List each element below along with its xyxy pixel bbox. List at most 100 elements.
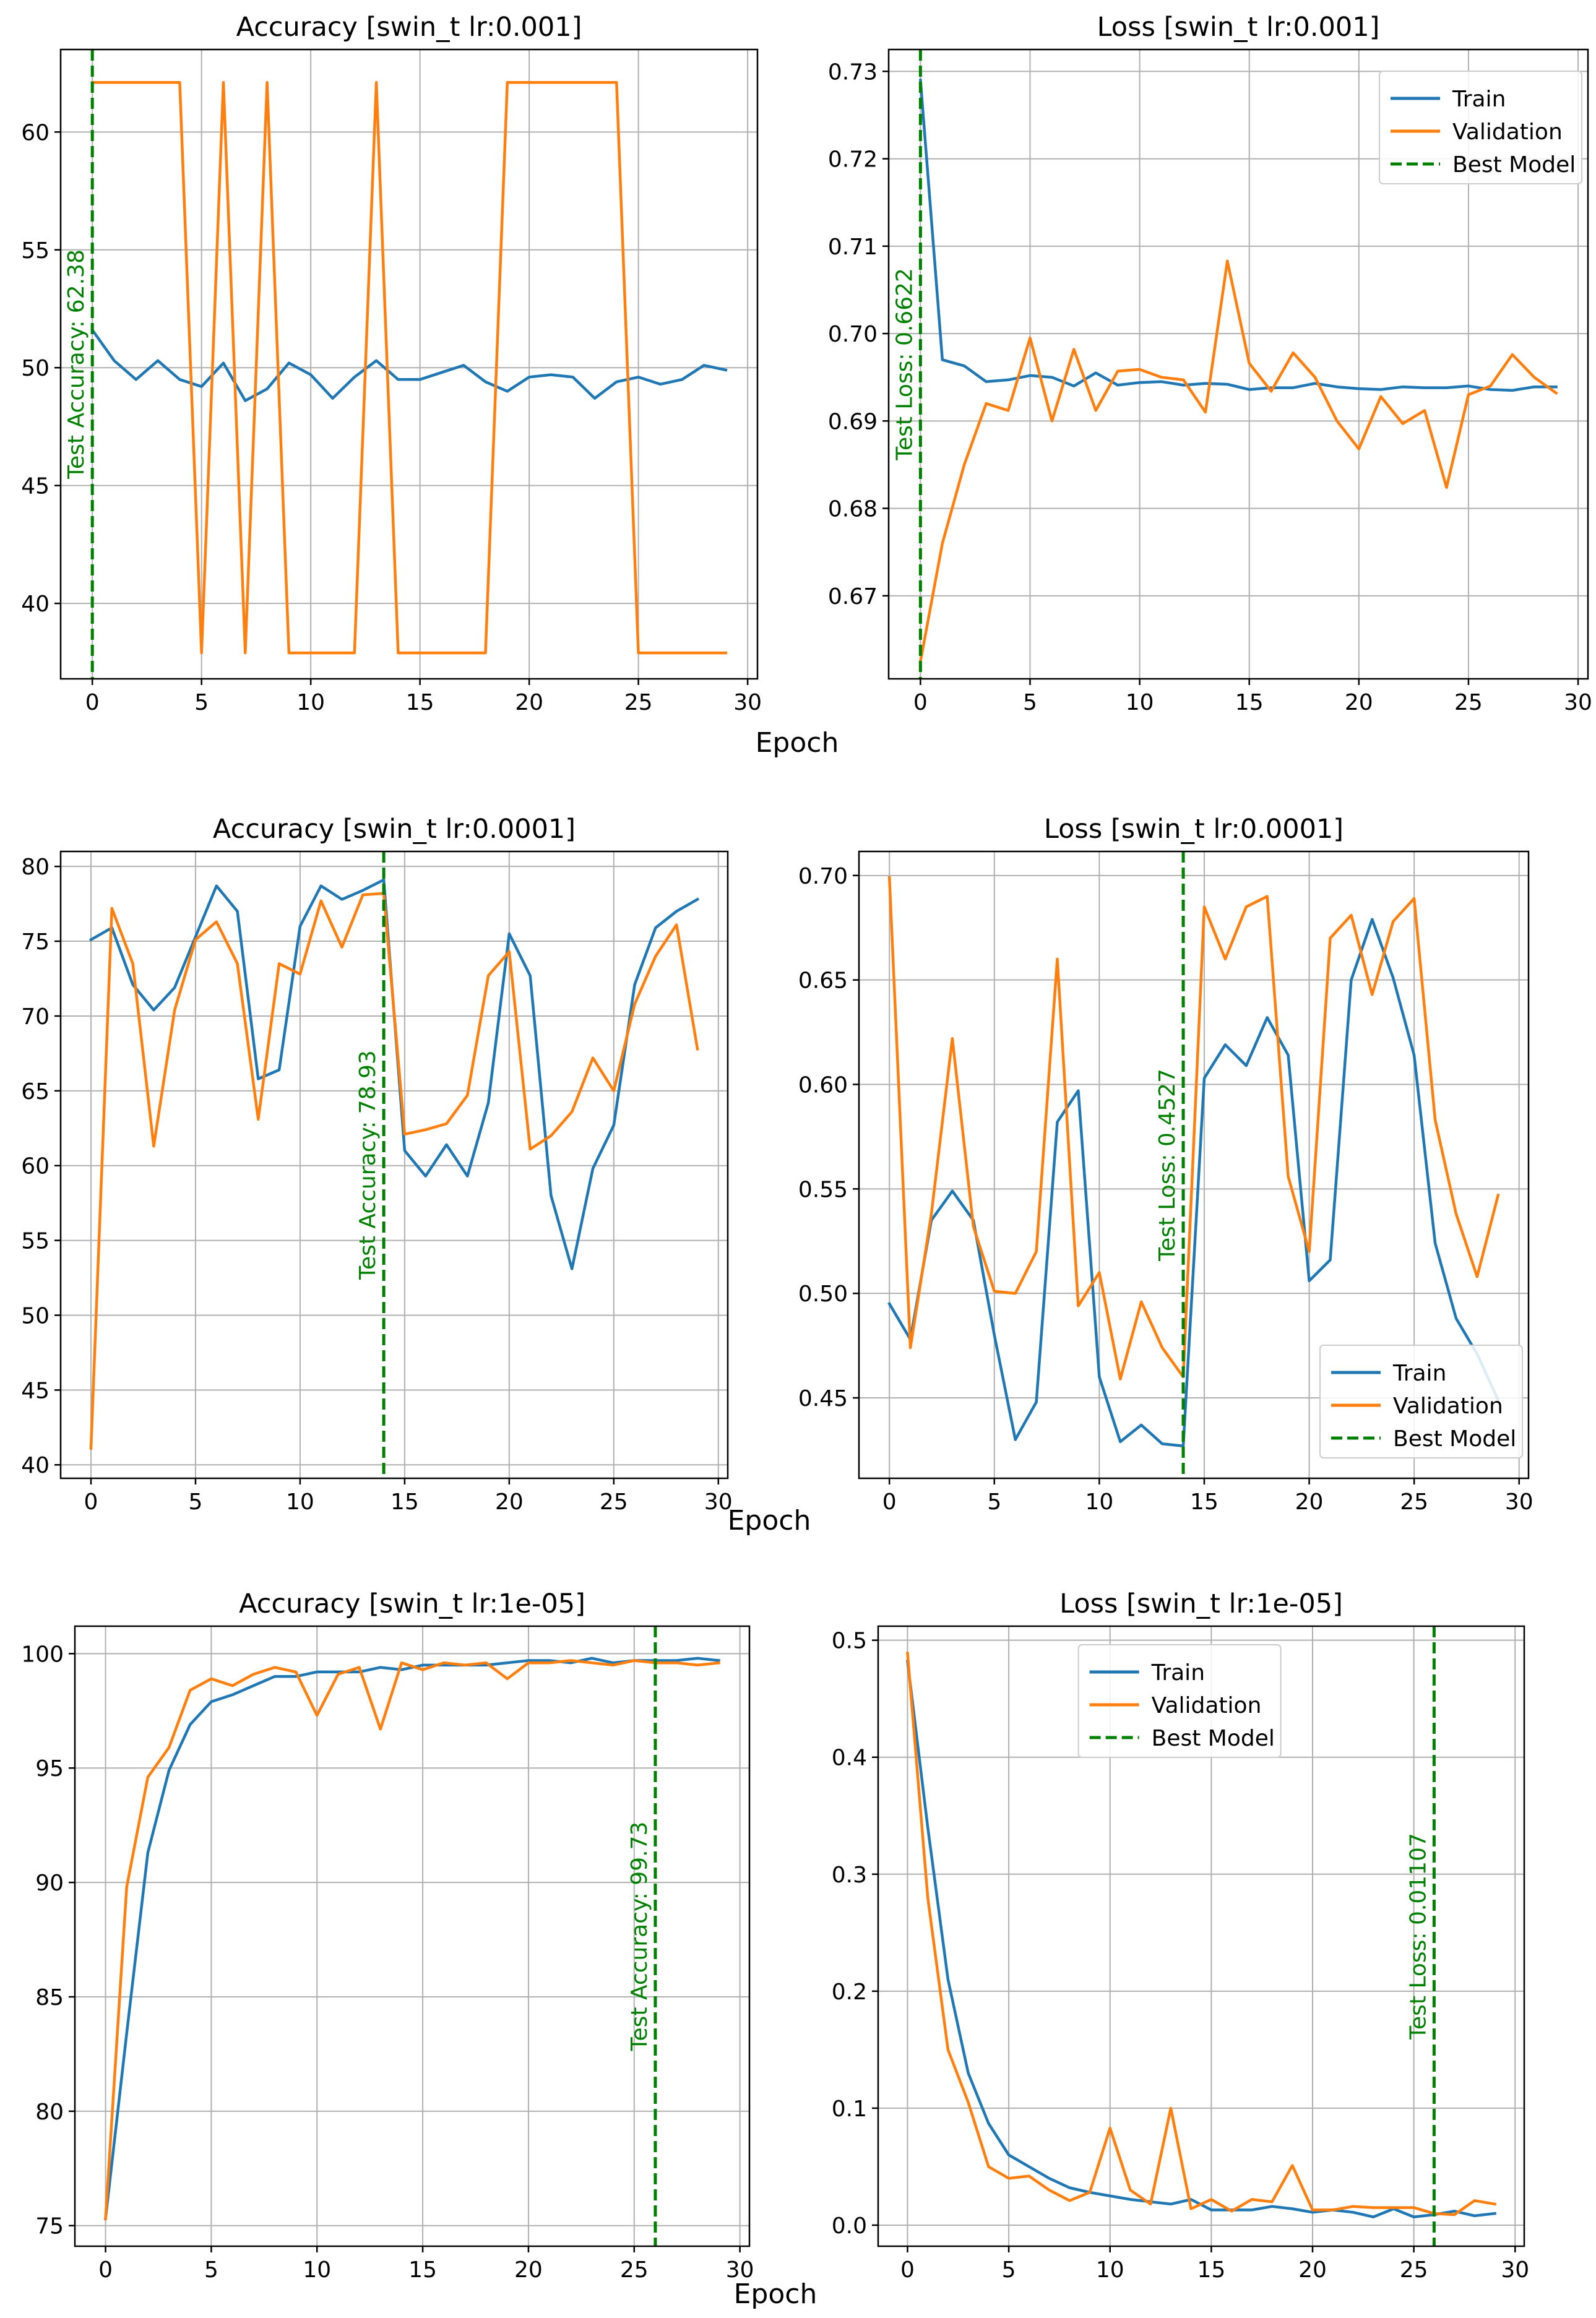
x-tick-label-3: 15 xyxy=(406,690,434,715)
legend-label-validation: Validation xyxy=(1393,1394,1503,1419)
x-tick-label-4: 20 xyxy=(514,2257,543,2283)
x-tick-label-6: 30 xyxy=(1501,2257,1529,2283)
series-line-train xyxy=(90,328,728,402)
y-tick-label-3: 0.70 xyxy=(828,322,878,347)
legend-label-train: Train xyxy=(1452,87,1506,112)
best-model-annotation: Test Loss: 0.01107 xyxy=(1405,1833,1431,2040)
y-tick-label-2: 50 xyxy=(21,1303,50,1329)
x-tick-label-2: 10 xyxy=(286,1489,314,1515)
x-tick-label-5: 25 xyxy=(1400,2257,1428,2283)
series-line-validation xyxy=(104,1659,720,2220)
y-tick-label-6: 0.73 xyxy=(828,59,878,85)
best-model-annotation: Test Accuracy: 62.38 xyxy=(64,249,89,480)
x-tick-label-6: 30 xyxy=(726,2257,754,2283)
x-tick-label-6: 30 xyxy=(704,1489,733,1515)
x-tick-label-6: 30 xyxy=(1564,690,1592,715)
series-line-validation xyxy=(89,892,699,1450)
y-tick-label-6: 70 xyxy=(21,1004,50,1030)
x-tick-label-2: 10 xyxy=(296,690,325,715)
x-tick-label-1: 5 xyxy=(1023,690,1037,715)
legend-label-best-model: Best Model xyxy=(1393,1426,1516,1452)
chart-5: Test Accuracy: 99.73 0 5 10 15 20 25 30 75 80 85 90… xyxy=(21,1588,754,2283)
y-tick-label-4: 0.65 xyxy=(798,968,848,994)
x-tick-label-3: 15 xyxy=(1197,2257,1225,2283)
y-tick-label-3: 55 xyxy=(21,238,50,264)
x-tick-label-4: 20 xyxy=(515,690,543,715)
x-tick-label-5: 25 xyxy=(620,2257,649,2283)
best-model-annotation: Test Accuracy: 99.73 xyxy=(627,1822,652,2052)
y-tick-label-1: 0.68 xyxy=(828,497,878,522)
y-tick-label-5: 0.72 xyxy=(828,147,878,173)
y-tick-label-4: 60 xyxy=(21,1154,50,1179)
x-tick-label-0: 0 xyxy=(98,2257,113,2283)
x-tick-label-2: 10 xyxy=(1126,690,1154,715)
legend-label-validation: Validation xyxy=(1152,1693,1262,1718)
x-tick-label-1: 5 xyxy=(189,1489,203,1515)
y-tick-label-5: 0.5 xyxy=(832,1629,867,1654)
legend-label-validation: Validation xyxy=(1452,119,1563,145)
y-tick-label-8: 80 xyxy=(21,855,50,880)
chart-3: Test Accuracy: 78.93 0 5 10 15 20 25 30 40 45 50 55… xyxy=(21,814,733,1515)
axes-frame xyxy=(877,1625,1525,2247)
y-tick-label-2: 85 xyxy=(35,1985,64,2010)
chart-title: Loss [swin_t lr:1e-05] xyxy=(1059,1588,1343,1619)
y-tick-label-2: 0.2 xyxy=(832,1980,867,2005)
x-tick-label-3: 15 xyxy=(390,1489,419,1515)
x-tick-label-5: 25 xyxy=(624,690,653,715)
y-tick-label-3: 0.3 xyxy=(832,1863,867,1888)
y-tick-label-0: 0.45 xyxy=(798,1386,848,1411)
best-model-annotation: Test Loss: 0.4527 xyxy=(1155,1069,1180,1262)
x-tick-label-5: 25 xyxy=(1454,690,1483,715)
x-tick-label-4: 20 xyxy=(1295,1489,1324,1515)
chart-title: Loss [swin_t lr:0.0001] xyxy=(1044,814,1344,845)
x-tick-label-2: 10 xyxy=(1096,2257,1124,2283)
x-tick-label-0: 0 xyxy=(85,690,100,715)
chart-title: Accuracy [swin_t lr:1e-05] xyxy=(239,1588,585,1619)
best-model-annotation: Test Accuracy: 78.93 xyxy=(355,1050,381,1280)
epoch-label-row-2: Epoch xyxy=(728,1505,811,1536)
x-tick-label-5: 25 xyxy=(600,1489,628,1515)
chart-6: Test Loss: 0.01107 0 5 10 15 20 25 30 0.0 0.1 0.2 0… xyxy=(832,1588,1529,2283)
legend-label-train: Train xyxy=(1392,1361,1446,1386)
y-tick-label-1: 45 xyxy=(21,474,50,499)
x-tick-label-4: 20 xyxy=(495,1489,524,1515)
epoch-label-row-3: Epoch xyxy=(734,2278,817,2310)
x-tick-label-2: 10 xyxy=(303,2257,331,2283)
x-tick-label-4: 20 xyxy=(1345,690,1373,715)
y-tick-label-2: 50 xyxy=(21,356,50,381)
y-tick-label-1: 0.1 xyxy=(832,2096,867,2122)
series-line-validation xyxy=(918,259,1558,663)
x-tick-label-2: 10 xyxy=(1085,1489,1113,1515)
x-tick-label-5: 25 xyxy=(1400,1489,1428,1515)
y-tick-label-5: 100 xyxy=(21,1642,64,1667)
x-tick-label-0: 0 xyxy=(882,1489,897,1515)
chart-1: Test Accuracy: 62.38 0 5 10 15 20 25 30 40 45 50 55… xyxy=(21,12,762,715)
best-model-annotation: Test Loss: 0.6622 xyxy=(892,268,917,461)
y-tick-label-5: 65 xyxy=(21,1079,50,1105)
y-tick-label-1: 45 xyxy=(21,1378,50,1403)
legend: Train Validation Best Model xyxy=(1379,71,1582,184)
y-tick-label-2: 0.69 xyxy=(828,409,878,434)
y-tick-label-0: 40 xyxy=(21,1453,50,1478)
series-line-validation xyxy=(906,1652,1497,2217)
chart-title: Accuracy [swin_t lr:0.0001] xyxy=(213,814,576,845)
y-tick-label-2: 0.55 xyxy=(798,1177,848,1202)
x-tick-label-6: 30 xyxy=(733,690,762,715)
x-tick-label-0: 0 xyxy=(913,690,928,715)
x-tick-label-1: 5 xyxy=(204,2257,218,2283)
x-tick-label-6: 30 xyxy=(1505,1489,1533,1515)
legend: Train Validation Best Model xyxy=(1319,1345,1523,1458)
axes-frame xyxy=(74,1625,751,2247)
legend-label-best-model: Best Model xyxy=(1152,1726,1275,1751)
y-tick-label-3: 0.60 xyxy=(798,1072,848,1098)
y-tick-label-4: 60 xyxy=(21,120,50,145)
series-line-train xyxy=(887,918,1500,1447)
x-tick-label-1: 5 xyxy=(987,1489,1001,1515)
x-tick-label-1: 5 xyxy=(1002,2257,1016,2283)
x-tick-label-1: 5 xyxy=(194,690,209,715)
x-tick-label-3: 15 xyxy=(408,2257,437,2283)
y-tick-label-5: 0.70 xyxy=(798,864,848,889)
x-tick-label-3: 15 xyxy=(1235,690,1264,715)
